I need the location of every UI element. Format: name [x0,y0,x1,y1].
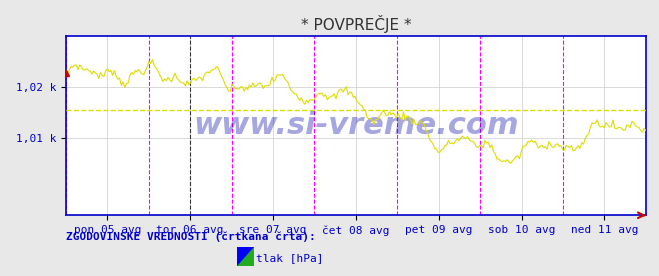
Polygon shape [237,247,254,266]
Title: * POVPREČJE *: * POVPREČJE * [301,15,411,33]
Text: ZGODOVINSKE VREDNOSTI (črtkana črta):: ZGODOVINSKE VREDNOSTI (črtkana črta): [66,232,316,242]
Text: www.si-vreme.com: www.si-vreme.com [193,111,519,140]
Polygon shape [237,247,254,266]
Text: tlak [hPa]: tlak [hPa] [256,253,323,263]
